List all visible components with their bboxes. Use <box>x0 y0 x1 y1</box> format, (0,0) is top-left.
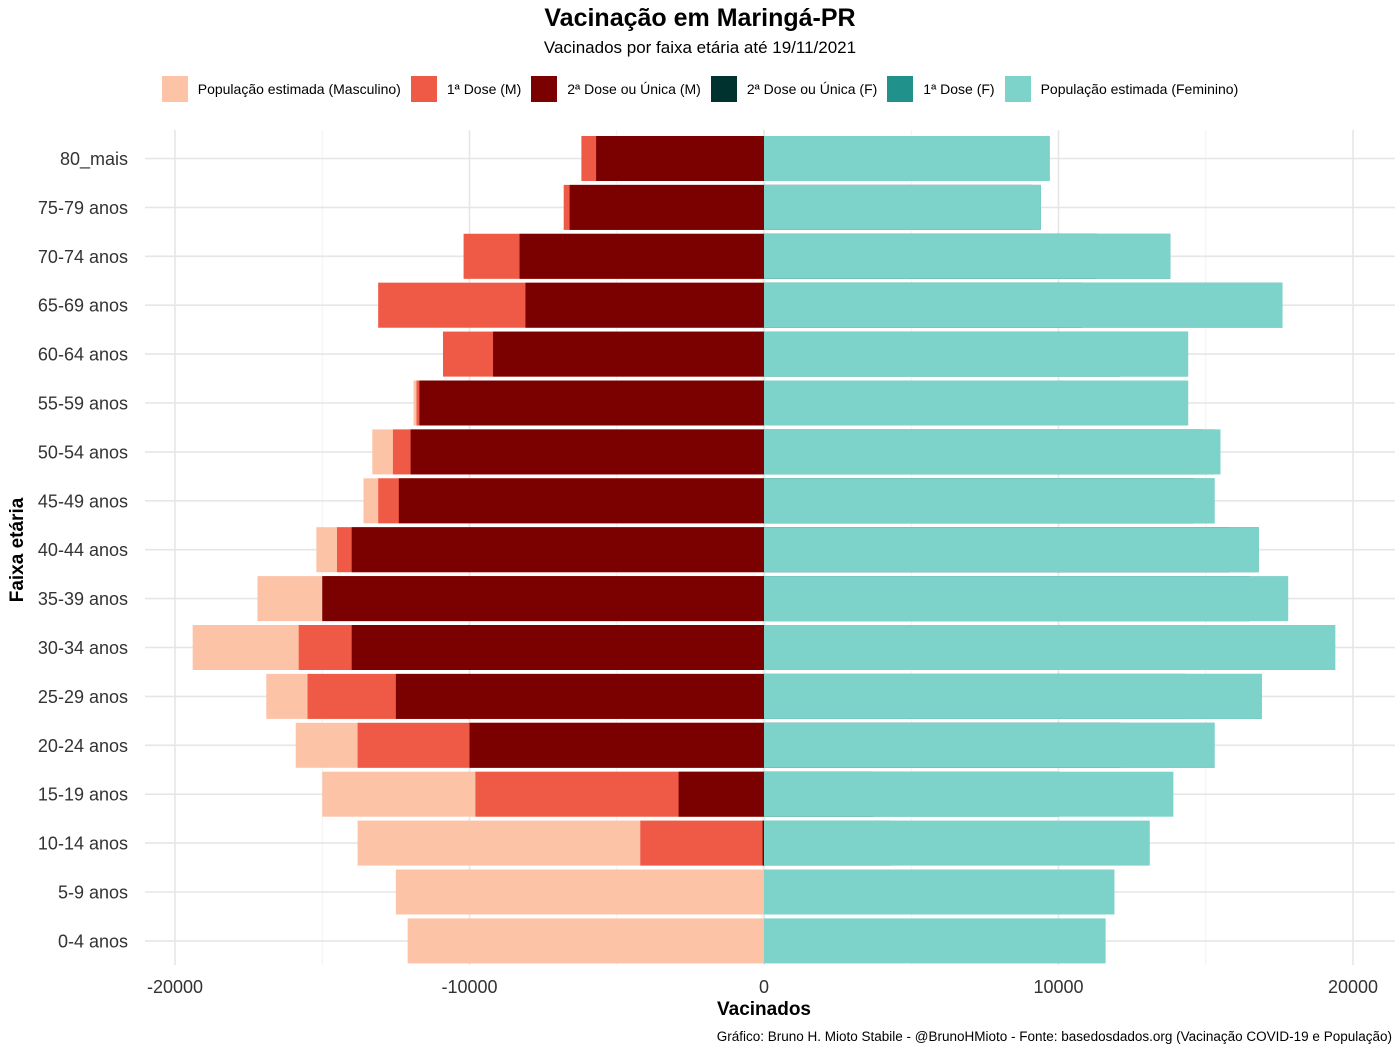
bar-15-19-anos <box>764 771 1174 817</box>
y-tick-label: 65-69 anos <box>38 296 128 316</box>
legend-swatch <box>161 76 188 102</box>
bar-55-59-anos <box>419 380 764 426</box>
legend-item-pop-feminino: População estimada (Feminino) <box>1004 76 1239 102</box>
legend-swatch <box>1004 76 1031 102</box>
bars-group <box>192 136 1336 964</box>
y-tick-label: 40-44 anos <box>38 540 128 560</box>
legend-swatch <box>887 76 914 102</box>
legend-item-2dose-m: 2ª Dose ou Única (M) <box>531 76 701 102</box>
chart-title: Vacinação em Maringá-PR <box>544 4 856 32</box>
bar-25-29-anos <box>395 673 764 719</box>
bar-10-14-anos <box>640 820 764 866</box>
bar-65-69-anos <box>525 282 764 328</box>
legend-label: 1ª Dose (F) <box>923 81 995 97</box>
legend-label: 2ª Dose ou Única (M) <box>567 81 701 97</box>
chart-caption: Gráfico: Bruno H. Mioto Stabile - @Bruno… <box>716 1029 1392 1044</box>
bar-50-54-anos <box>410 429 764 475</box>
bar-30-34-anos <box>351 625 764 670</box>
bar-60-64-anos <box>493 331 764 377</box>
x-tick-label: -20000 <box>147 977 203 997</box>
x-tick-labels: -20000 -10000 0 10000 20000 <box>147 977 1378 997</box>
legend-item-2dose-f: 2ª Dose ou Única (F) <box>710 76 878 102</box>
bar-50-54-anos <box>764 429 1221 475</box>
bar-70-74-anos <box>519 233 764 279</box>
bar-55-59-anos <box>764 380 1189 426</box>
bar-10-14-anos <box>764 820 1150 866</box>
bar-5-9-anos <box>395 869 764 915</box>
bar-75-79-anos <box>569 184 764 230</box>
y-tick-label: 55-59 anos <box>38 394 128 414</box>
y-tick-label: 0-4 anos <box>58 931 128 951</box>
bar-35-39-anos <box>322 576 764 622</box>
legend-item-pop-masculino: População estimada (Masculino) <box>161 76 401 102</box>
legend-label: 2ª Dose ou Única (F) <box>746 81 878 97</box>
y-tick-label: 35-39 anos <box>38 589 128 609</box>
y-tick-label: 25-29 anos <box>38 687 128 707</box>
bar-30-34-anos <box>764 625 1336 670</box>
y-tick-label: 10-14 anos <box>38 834 128 854</box>
bar-70-74-anos <box>764 233 1171 279</box>
bar-60-64-anos <box>764 331 1189 377</box>
y-tick-label: 80_mais <box>60 149 128 170</box>
bar-0-4-anos <box>764 918 1106 964</box>
legend-swatch <box>531 76 558 102</box>
bar-45-49-anos <box>398 478 764 524</box>
bar-75-79-anos <box>764 184 1041 230</box>
y-tick-label: 30-34 anos <box>38 638 128 658</box>
bar-5-9-anos <box>764 869 1115 915</box>
x-tick-label: -10000 <box>441 977 497 997</box>
legend-swatch <box>710 76 737 102</box>
bar-40-44-anos <box>351 527 764 573</box>
bar-65-69-anos <box>764 282 1283 328</box>
y-tick-label: 70-74 anos <box>38 247 128 267</box>
bar-10-14-anos <box>762 820 764 866</box>
legend-item-1dose-f: 1ª Dose (F) <box>887 76 995 102</box>
x-axis-title: Vacinados <box>717 999 811 1020</box>
legend-label: População estimada (Feminino) <box>1040 81 1239 97</box>
bar-35-39-anos <box>764 576 1289 622</box>
x-tick-label: 20000 <box>1328 977 1378 997</box>
bar-0-4-anos <box>407 918 764 964</box>
bar-80_mais <box>764 136 1050 181</box>
legend-swatch <box>410 76 437 102</box>
y-axis-title: Faixa etária <box>7 497 28 602</box>
bar-15-19-anos <box>678 771 764 817</box>
legend-item-1dose-m: 1ª Dose (M) <box>410 76 522 102</box>
bar-25-29-anos <box>764 673 1262 719</box>
bar-45-49-anos <box>764 478 1215 524</box>
y-tick-label: 50-54 anos <box>38 442 128 462</box>
bar-20-24-anos <box>764 722 1215 768</box>
y-tick-labels: 80_mais 75-79 anos 70-74 anos 65-69 anos 60-… <box>38 149 128 951</box>
y-tick-label: 20-24 anos <box>38 736 128 756</box>
chart-legend: População estimada (Masculino) 1ª Dose (… <box>0 76 1400 102</box>
y-tick-label: 5-9 anos <box>58 883 128 903</box>
x-tick-label: 10000 <box>1033 977 1083 997</box>
bar-40-44-anos <box>764 527 1259 573</box>
y-tick-label: 60-64 anos <box>38 345 128 365</box>
bar-20-24-anos <box>469 722 764 768</box>
x-tick-label: 0 <box>759 977 769 997</box>
chart-subtitle: Vacinados por faixa etária até 19/11/202… <box>543 38 857 57</box>
legend-label: População estimada (Masculino) <box>197 81 401 97</box>
legend-label: 1ª Dose (M) <box>446 81 522 97</box>
y-tick-label: 45-49 anos <box>38 491 128 511</box>
y-tick-label: 15-19 anos <box>38 785 128 805</box>
y-tick-label: 75-79 anos <box>38 198 128 218</box>
bar-80_mais <box>596 136 764 181</box>
